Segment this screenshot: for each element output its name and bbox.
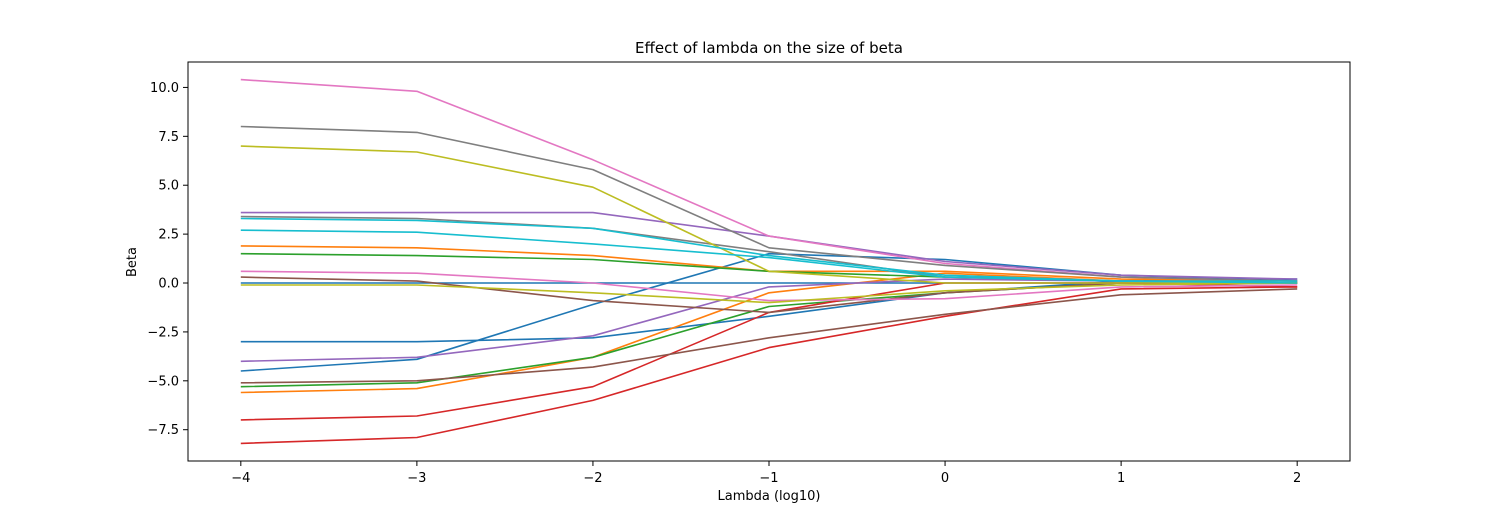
y-tick-label: −7.5 bbox=[147, 423, 179, 438]
x-axis-label: Lambda (log10) bbox=[718, 489, 821, 504]
y-tick-label: 2.5 bbox=[158, 228, 179, 243]
y-tick-label: 10.0 bbox=[150, 81, 179, 96]
x-axis: −4 −3 −2 −1 0 1 2 bbox=[231, 461, 1301, 486]
x-tick-label: 0 bbox=[941, 471, 949, 486]
series-line-18 bbox=[240, 145, 1298, 284]
x-tick-label: −2 bbox=[583, 471, 602, 486]
chart-title: Effect of lambda on the size of beta bbox=[635, 39, 903, 57]
y-tick-label: 0.0 bbox=[158, 277, 179, 292]
series-line-13 bbox=[240, 288, 1298, 384]
x-tick-label: 2 bbox=[1293, 471, 1301, 486]
y-tick-label: −2.5 bbox=[147, 325, 179, 340]
x-tick-label: −4 bbox=[231, 471, 250, 486]
y-axis: −7.5 −5.0 −2.5 0.0 2.5 5.0 7.5 10.0 bbox=[147, 81, 188, 438]
series-line-9 bbox=[240, 286, 1298, 445]
series-line-15 bbox=[240, 270, 1298, 302]
series-layer bbox=[240, 78, 1298, 445]
series-line-21 bbox=[240, 217, 1298, 284]
x-tick-label: 1 bbox=[1117, 471, 1125, 486]
y-tick-label: 5.0 bbox=[158, 179, 179, 194]
x-tick-label: −1 bbox=[759, 471, 778, 486]
y-tick-label: −5.0 bbox=[147, 374, 179, 389]
series-line-16 bbox=[240, 125, 1298, 282]
x-tick-label: −3 bbox=[407, 471, 426, 486]
y-axis-label: Beta bbox=[125, 247, 140, 277]
y-tick-label: 7.5 bbox=[158, 130, 179, 145]
series-line-19 bbox=[240, 282, 1298, 304]
